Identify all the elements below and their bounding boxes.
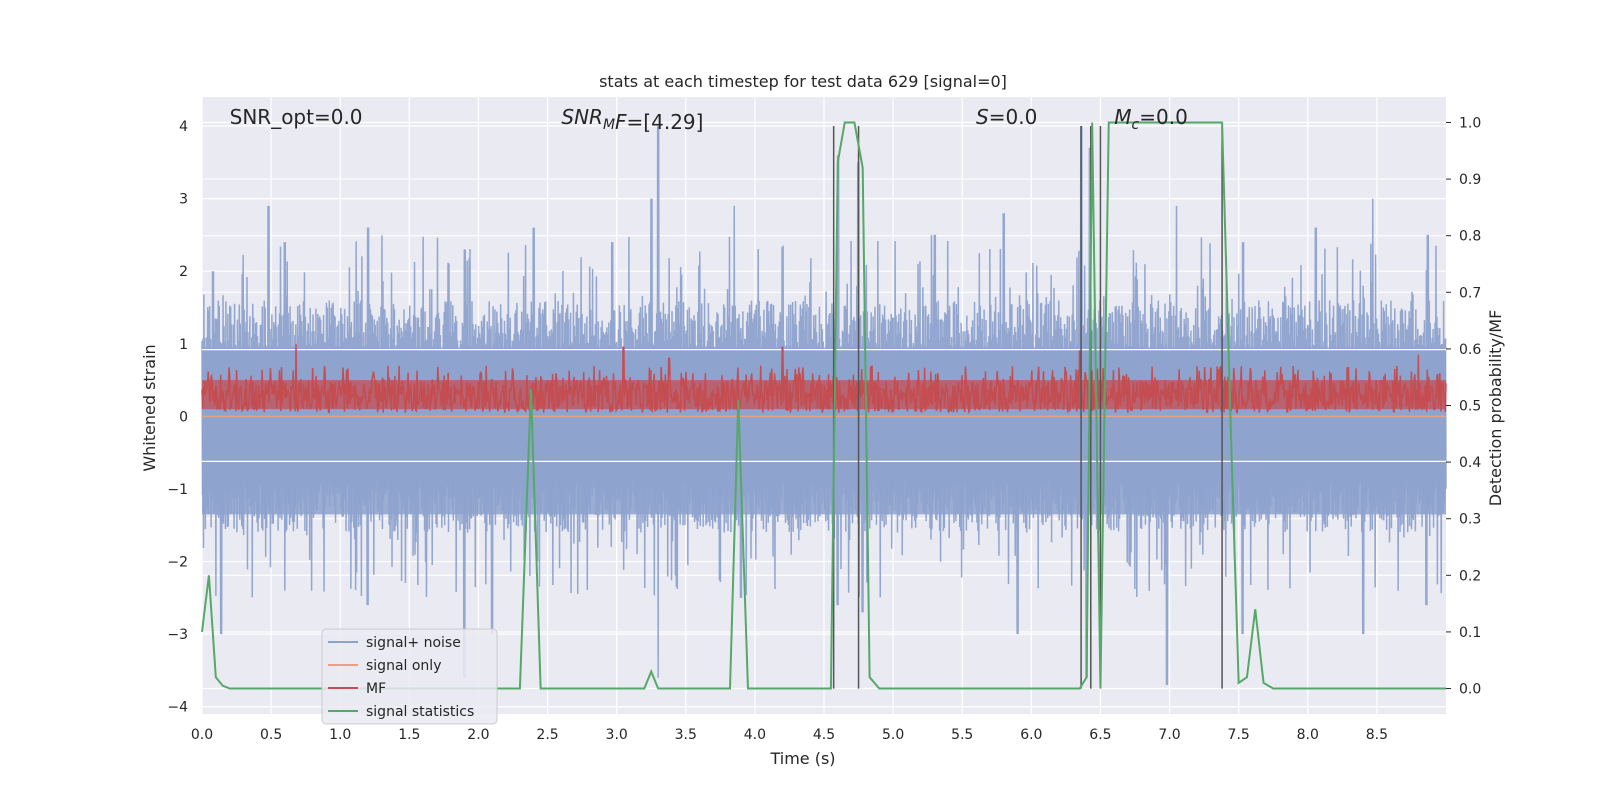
x-tick-label: 2.0 xyxy=(467,727,489,743)
annotation-text: SNRMF=[4.29] xyxy=(561,105,703,134)
y-left-tick-label: 2 xyxy=(179,264,188,280)
series-signal-noise xyxy=(201,126,1447,685)
x-tick-label: 1.0 xyxy=(329,727,351,743)
y-right-tick-label: 0.6 xyxy=(1459,342,1481,358)
mf-band xyxy=(202,380,1446,410)
legend-entry: signal statistics xyxy=(366,704,474,720)
y-axis-right-label: Detection probability/MF xyxy=(1486,310,1505,507)
annotation-text: S=0.0 xyxy=(976,105,1037,129)
x-tick-label: 0.5 xyxy=(260,727,282,743)
annotations: SNR_opt=0.0 SNRMF=[4.29] S=0.0 Mc=0.0 xyxy=(230,105,1188,134)
y-right-tick-label: 0.8 xyxy=(1459,229,1481,245)
y-right-tick-label: 0.4 xyxy=(1459,455,1481,471)
x-tick-label: 6.5 xyxy=(1089,727,1111,743)
y-left-tick-label: 1 xyxy=(179,337,188,353)
y-right-tick-label: 0.7 xyxy=(1459,285,1481,301)
chart-title: stats at each timestep for test data 629… xyxy=(599,72,1007,91)
x-tick-label: 4.5 xyxy=(813,727,835,743)
y-left-tick-label: 3 xyxy=(179,192,188,208)
vertical-markers xyxy=(832,126,1223,689)
annotation-text: SNR_opt=0.0 xyxy=(230,105,363,129)
x-tick-label: 7.5 xyxy=(1228,727,1250,743)
legend: signal+ noise signal only MF signal statist… xyxy=(321,628,498,725)
x-tick-label: 3.5 xyxy=(675,727,697,743)
legend-entry: MF xyxy=(366,681,386,697)
x-tick-label: 3.0 xyxy=(606,727,628,743)
y-left-tick-label: −3 xyxy=(167,627,188,643)
y-right-tick-label: 0.0 xyxy=(1459,682,1481,698)
x-tick-label: 8.0 xyxy=(1297,727,1319,743)
x-axis-ticks: 0.0 0.5 1.0 1.5 2.0 2.5 3.0 3.5 4.0 4.5 5.0 5.5 6.0 6… xyxy=(191,727,1388,743)
y-axis-right-ticks: 1.0 0.9 0.8 0.7 0.6 0.5 0.4 0.3 0.2 0.1 0.0 xyxy=(1446,115,1481,698)
y-right-tick-label: 0.5 xyxy=(1459,399,1481,415)
x-tick-label: 4.0 xyxy=(744,727,766,743)
y-axis-left-label: Whitened strain xyxy=(140,344,159,471)
x-tick-label: 2.5 xyxy=(536,727,558,743)
y-left-tick-label: −2 xyxy=(167,555,188,571)
x-tick-label: 5.5 xyxy=(951,727,973,743)
x-tick-label: 6.0 xyxy=(1020,727,1042,743)
annotation-text: Mc=0.0 xyxy=(1114,105,1188,133)
y-left-tick-label: 4 xyxy=(179,119,188,135)
y-right-tick-label: 0.1 xyxy=(1459,625,1481,641)
y-axis-left-ticks: 4 3 2 1 0 −1 −2 −3 −4 xyxy=(167,119,188,716)
y-right-tick-label: 1.0 xyxy=(1459,115,1481,131)
x-tick-label: 0.0 xyxy=(191,727,213,743)
legend-box xyxy=(321,628,498,725)
y-right-tick-label: 0.3 xyxy=(1459,512,1481,528)
series-mf xyxy=(201,343,1447,415)
legend-entry: signal+ noise xyxy=(366,635,461,651)
x-tick-label: 5.0 xyxy=(882,727,904,743)
x-axis-label: Time (s) xyxy=(769,749,835,768)
signal-noise-band xyxy=(202,347,1446,515)
y-right-tick-label: 0.9 xyxy=(1459,172,1481,188)
y-right-tick-label: 0.2 xyxy=(1459,568,1481,584)
x-tick-label: 7.0 xyxy=(1158,727,1180,743)
x-tick-label: 8.5 xyxy=(1366,727,1388,743)
y-left-tick-label: 0 xyxy=(179,409,188,425)
y-left-tick-label: −1 xyxy=(167,482,188,498)
x-tick-label: 1.5 xyxy=(398,727,420,743)
legend-entry: signal only xyxy=(366,658,441,674)
y-left-tick-label: −4 xyxy=(167,700,188,716)
